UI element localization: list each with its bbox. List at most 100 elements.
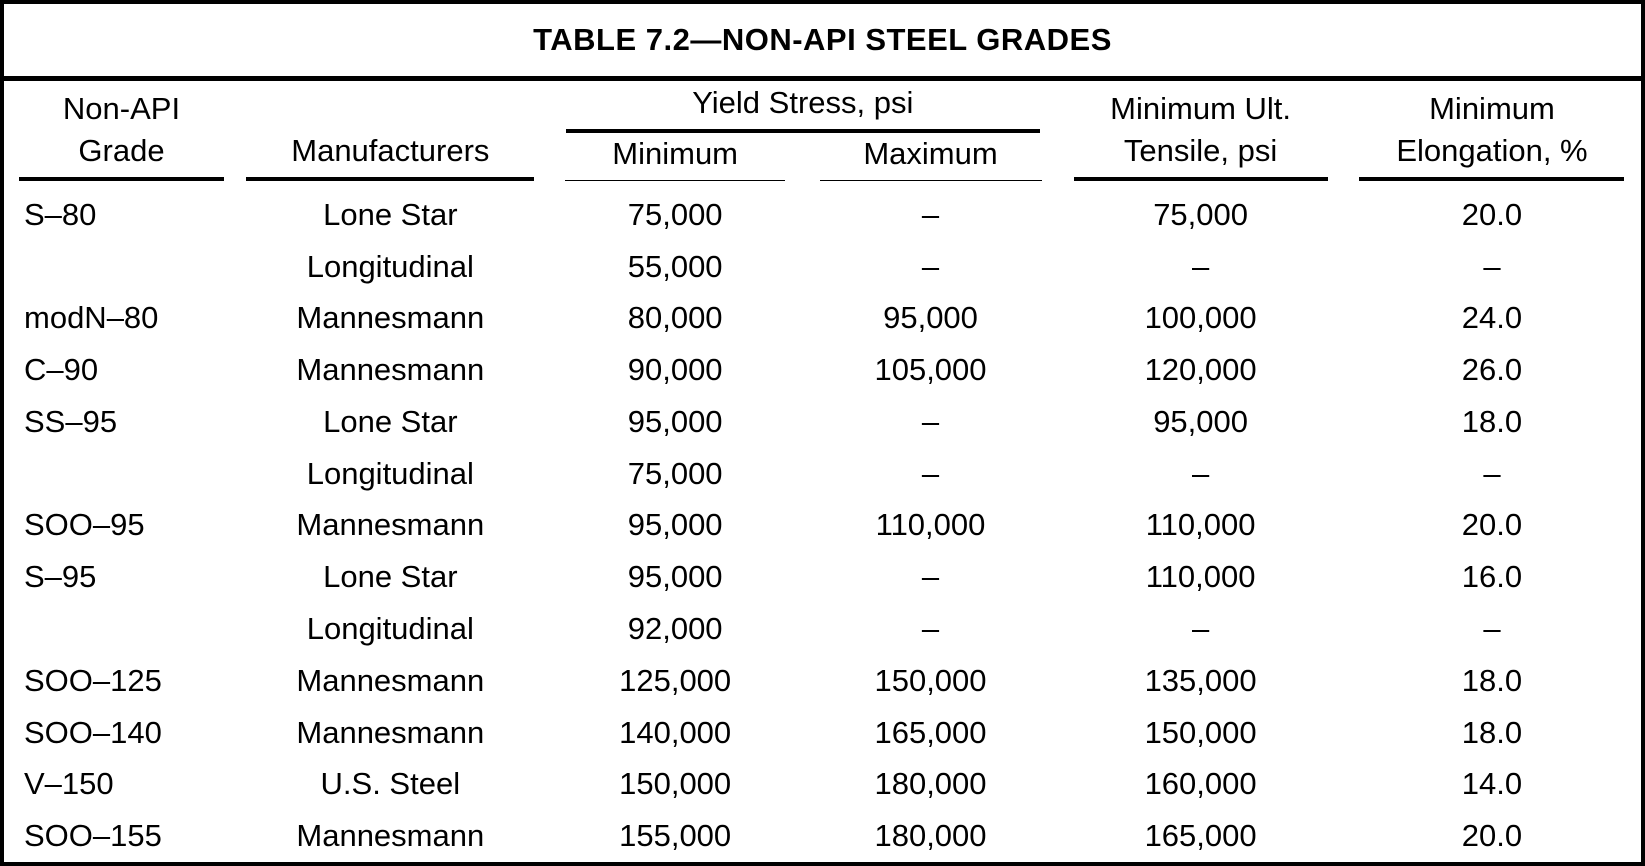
cell-yield-minimum: 125,000 xyxy=(619,662,732,698)
cell-min-elongation: 20.0 xyxy=(1461,818,1523,854)
cell-min-ult-tensile: 135,000 xyxy=(1144,662,1257,698)
cell-yield-minimum: 80,000 xyxy=(627,300,723,336)
cell-manufacturer: U.S. Steel xyxy=(320,766,461,802)
cell-min-elongation: – xyxy=(1483,248,1501,284)
cell-min-elongation: 20.0 xyxy=(1461,507,1523,543)
cell-grade: S–80 xyxy=(24,196,97,232)
header-min-ult-tensile: Minimum Ult. Tensile, psi xyxy=(1058,81,1343,189)
header-min-elongation-line1: Minimum xyxy=(1429,91,1555,126)
cell-manufacturer: Mannesmann xyxy=(296,507,485,543)
cell-grade: SOO–140 xyxy=(24,714,162,750)
cell-yield-maximum: – xyxy=(921,403,940,439)
cell-yield-maximum: 110,000 xyxy=(875,507,986,543)
cell-yield-maximum: 95,000 xyxy=(883,300,978,336)
header-yield-minimum: Minimum xyxy=(547,133,802,189)
cell-min-elongation: – xyxy=(1483,611,1501,647)
header-yield-minimum-label: Minimum xyxy=(612,136,739,171)
cell-min-ult-tensile: 110,000 xyxy=(1145,559,1256,595)
cell-manufacturer: Longitudinal xyxy=(306,455,474,491)
header-non-api-grade-line1: Non-API xyxy=(62,91,181,126)
table-body: S–80 Lone Star 75,000 – 75,000 20.0 Long… xyxy=(4,189,1641,862)
header-underline-grade xyxy=(19,177,224,181)
cell-yield-minimum: 75,000 xyxy=(627,455,723,491)
header-manufacturers-label: Manufacturers xyxy=(291,133,490,168)
header-underline-manufacturers xyxy=(246,177,535,181)
table-title: TABLE 7.2—NON-API STEEL GRADES xyxy=(533,22,1112,57)
cell-min-ult-tensile: 120,000 xyxy=(1144,352,1257,388)
cell-min-elongation: 18.0 xyxy=(1461,403,1523,439)
header-non-api-grade: Non-API Grade xyxy=(4,81,233,189)
cell-yield-maximum: – xyxy=(921,559,940,595)
cell-yield-maximum: – xyxy=(921,196,940,232)
header-yield-stress-group: Yield Stress, psi xyxy=(547,81,1058,133)
header-non-api-grade-lines: Non-API Grade xyxy=(19,88,224,172)
cell-yield-minimum: 140,000 xyxy=(619,714,732,750)
cell-min-ult-tensile: – xyxy=(1191,455,1210,491)
table-row: Longitudinal 75,000 – – – xyxy=(4,448,1641,500)
table-row: SOO–140 Mannesmann 140,000 165,000 150,0… xyxy=(4,707,1641,759)
header-underline-tensile xyxy=(1073,177,1328,181)
header-min-ult-tensile-line2: Tensile, psi xyxy=(1123,133,1278,168)
cell-grade: V–150 xyxy=(24,766,114,802)
table-row: C–90 Mannesmann 90,000 105,000 120,000 2… xyxy=(4,344,1641,396)
table-row: SS–95 Lone Star 95,000 – 95,000 18.0 xyxy=(4,396,1641,448)
cell-yield-maximum: – xyxy=(921,611,940,647)
cell-yield-maximum: 180,000 xyxy=(874,766,987,802)
header-yield-stress-label: Yield Stress, psi xyxy=(692,85,914,120)
cell-manufacturer: Mannesmann xyxy=(296,662,485,698)
cell-grade: SOO–125 xyxy=(24,662,162,698)
table-title-band: TABLE 7.2—NON-API STEEL GRADES xyxy=(4,4,1641,81)
cell-yield-minimum: 95,000 xyxy=(627,403,723,439)
cell-yield-minimum: 155,000 xyxy=(619,818,732,854)
cell-grade: SS–95 xyxy=(24,403,118,439)
cell-manufacturer: Lone Star xyxy=(323,559,458,595)
cell-min-ult-tensile: 165,000 xyxy=(1144,818,1257,854)
header-yield-maximum-label: Maximum xyxy=(863,136,998,171)
table-row: V–150 U.S. Steel 150,000 180,000 160,000… xyxy=(4,758,1641,810)
header-manufacturers: Manufacturers xyxy=(233,81,547,189)
cell-min-elongation: 26.0 xyxy=(1461,352,1523,388)
cell-manufacturer: Longitudinal xyxy=(306,611,474,647)
cell-grade: S–95 xyxy=(24,559,97,595)
cell-min-elongation: – xyxy=(1483,455,1501,491)
header-min-elongation-line2: Elongation, % xyxy=(1396,133,1588,168)
cell-min-elongation: 18.0 xyxy=(1461,662,1523,698)
cell-min-elongation: 24.0 xyxy=(1461,300,1523,336)
cell-grade: SOO–155 xyxy=(24,818,162,854)
cell-yield-minimum: 95,000 xyxy=(627,559,723,595)
cell-min-elongation: 16.0 xyxy=(1461,559,1523,595)
cell-min-ult-tensile: 75,000 xyxy=(1153,196,1249,232)
table-row: SOO–125 Mannesmann 125,000 150,000 135,0… xyxy=(4,655,1641,707)
cell-manufacturer: Mannesmann xyxy=(296,818,485,854)
cell-grade: modN–80 xyxy=(24,300,159,336)
cell-manufacturer: Mannesmann xyxy=(296,714,485,750)
cell-manufacturer: Longitudinal xyxy=(306,248,474,284)
header-underline-yield-group xyxy=(565,129,1040,133)
cell-yield-maximum: 180,000 xyxy=(874,818,987,854)
table-row: Longitudinal 55,000 – – – xyxy=(4,241,1641,293)
header-underline-yield-maximum xyxy=(819,180,1042,181)
cell-yield-minimum: 55,000 xyxy=(627,248,723,284)
cell-yield-minimum: 92,000 xyxy=(627,611,723,647)
cell-yield-minimum: 90,000 xyxy=(627,352,723,388)
cell-manufacturer: Lone Star xyxy=(323,403,458,439)
cell-yield-minimum: 75,000 xyxy=(627,196,723,232)
cell-min-elongation: 18.0 xyxy=(1461,714,1523,750)
header-underline-yield-minimum xyxy=(565,180,786,181)
cell-manufacturer: Mannesmann xyxy=(296,352,485,388)
cell-yield-maximum: – xyxy=(921,248,940,284)
cell-grade: C–90 xyxy=(24,352,99,388)
cell-min-ult-tensile: – xyxy=(1191,248,1210,284)
table-row: S–95 Lone Star 95,000 – 110,000 16.0 xyxy=(4,551,1641,603)
header-min-ult-tensile-line1: Minimum Ult. xyxy=(1110,91,1292,126)
cell-min-ult-tensile: 110,000 xyxy=(1145,507,1256,543)
header-underline-elongation xyxy=(1359,177,1625,181)
cell-min-elongation: 14.0 xyxy=(1461,766,1523,802)
header-yield-maximum: Maximum xyxy=(803,133,1058,189)
cell-grade: SOO–95 xyxy=(24,507,145,543)
table-row: S–80 Lone Star 75,000 – 75,000 20.0 xyxy=(4,189,1641,241)
table-header: Non-API Grade Manufacturers Yield Stress… xyxy=(4,81,1641,189)
cell-yield-maximum: – xyxy=(921,455,940,491)
cell-yield-maximum: 165,000 xyxy=(874,714,987,750)
